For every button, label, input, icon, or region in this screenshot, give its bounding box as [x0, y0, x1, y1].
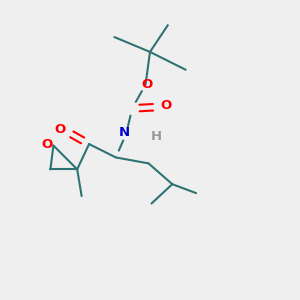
Text: O: O	[141, 78, 153, 91]
Text: H: H	[150, 130, 161, 142]
Text: O: O	[41, 138, 52, 151]
Text: O: O	[160, 99, 171, 112]
Text: O: O	[54, 123, 66, 136]
Text: N: N	[119, 126, 130, 139]
